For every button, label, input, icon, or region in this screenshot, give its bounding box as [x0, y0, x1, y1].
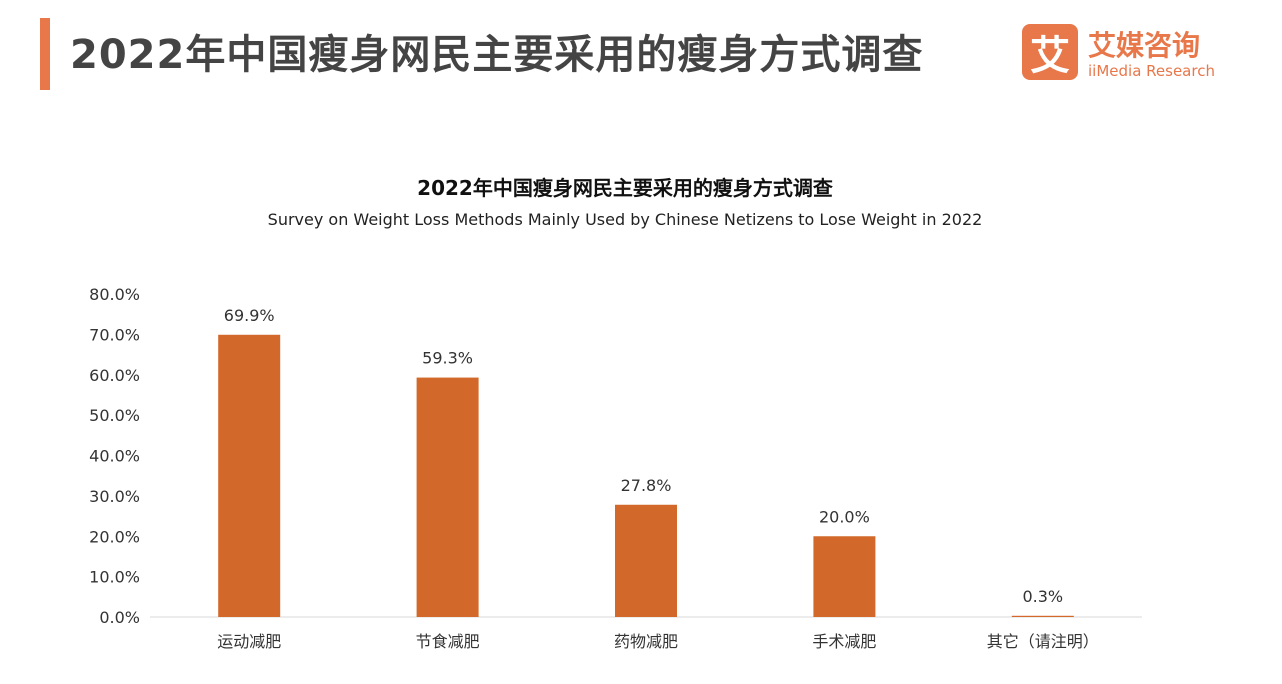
y-tick-label: 80.0%	[89, 285, 140, 304]
logo-mark-icon: 艾	[1022, 24, 1078, 80]
x-tick-label: 其它（请注明）	[987, 632, 1099, 651]
chart-title: 2022年中国瘦身网民主要采用的瘦身方式调查	[417, 176, 833, 200]
x-tick-label: 运动减肥	[217, 632, 281, 651]
bar	[218, 334, 281, 617]
title-accent-bar	[40, 18, 50, 90]
y-tick-label: 30.0%	[89, 487, 140, 506]
y-tick-label: 60.0%	[89, 366, 140, 385]
y-tick-label: 70.0%	[89, 325, 140, 344]
y-tick-label: 50.0%	[89, 406, 140, 425]
logo-name-cn: 艾媒咨询	[1088, 29, 1201, 62]
bar	[813, 536, 876, 617]
data-label: 59.3%	[422, 349, 473, 368]
y-tick-label: 40.0%	[89, 447, 140, 466]
x-tick-label: 手术减肥	[812, 632, 876, 651]
data-label: 69.9%	[224, 306, 275, 325]
y-tick-label: 20.0%	[89, 527, 140, 546]
x-tick-label: 节食减肥	[416, 632, 480, 651]
x-tick-label: 药物减肥	[614, 632, 678, 651]
y-tick-label: 10.0%	[89, 568, 140, 587]
chart-subtitle: Survey on Weight Loss Methods Mainly Use…	[267, 210, 983, 229]
bar	[416, 377, 479, 617]
logo-name-en: iiMedia Research	[1088, 62, 1215, 80]
data-label: 0.3%	[1022, 587, 1063, 606]
data-label: 20.0%	[819, 507, 870, 526]
bar	[615, 504, 677, 617]
bar	[1011, 615, 1074, 617]
data-label: 27.8%	[621, 476, 672, 495]
iimedia-logo: 艾 艾媒咨询 iiMedia Research	[1022, 24, 1232, 82]
y-tick-label: 0.0%	[99, 608, 140, 627]
page-title: 2022年中国瘦身网民主要采用的瘦身方式调查	[70, 32, 924, 78]
